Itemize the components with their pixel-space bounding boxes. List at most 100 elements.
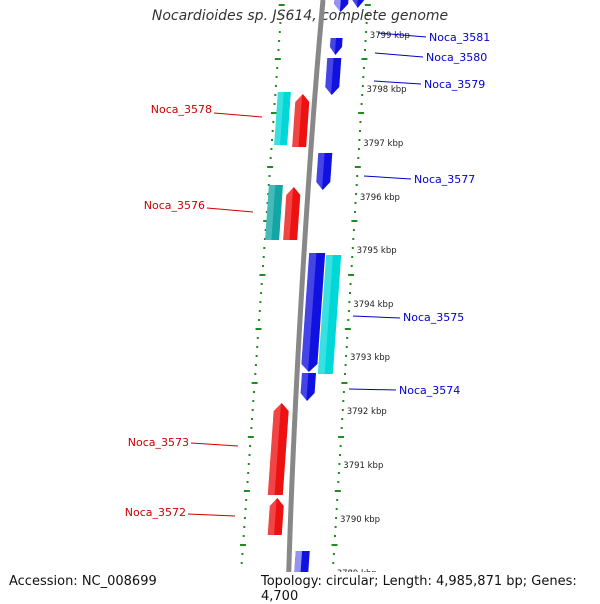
minor-tick: [365, 31, 368, 33]
minor-tick: [358, 139, 361, 141]
gene-label: Noca_3579: [424, 78, 485, 91]
gene-feature-arrow: [267, 403, 289, 495]
minor-tick: [340, 427, 343, 429]
gene-leader-line: [373, 80, 422, 85]
minor-tick: [252, 400, 255, 402]
minor-tick: [354, 202, 357, 204]
major-tick: [243, 490, 250, 492]
minor-tick: [274, 94, 277, 96]
minor-tick: [246, 481, 249, 483]
gene-label: Noca_3580: [426, 51, 487, 64]
gene-label: Noca_3572: [125, 506, 186, 519]
gene-leader-line: [190, 442, 239, 447]
minor-tick: [270, 148, 273, 150]
minor-tick: [347, 310, 350, 312]
minor-tick: [339, 445, 342, 447]
minor-tick: [275, 76, 278, 78]
minor-tick: [277, 49, 280, 51]
major-tick: [348, 274, 355, 276]
minor-tick: [354, 211, 356, 213]
minor-tick: [242, 535, 245, 537]
major-tick: [263, 220, 270, 222]
minor-tick: [251, 418, 253, 420]
minor-tick: [352, 238, 355, 240]
minor-tick: [248, 454, 251, 456]
minor-tick: [240, 562, 243, 564]
major-tick: [247, 436, 254, 438]
scale-label: 3797 kbp: [363, 139, 403, 149]
minor-tick: [346, 337, 349, 339]
minor-tick: [256, 337, 259, 339]
scale-label: 3793 kbp: [350, 353, 390, 363]
gene-feature-arrow: [301, 253, 326, 372]
major-tick: [334, 490, 341, 492]
minor-tick: [254, 364, 257, 366]
minor-tick: [260, 283, 263, 285]
minor-tick: [247, 463, 250, 465]
gene-feature-arrow: [274, 92, 291, 145]
scale-label: 3790 kbp: [340, 515, 380, 525]
map-title: Nocardioides sp. JS614, complete genome: [151, 8, 449, 24]
gene-feature-arrow: [317, 255, 342, 374]
minor-tick: [357, 148, 360, 150]
major-tick: [240, 544, 246, 546]
gene-feature-arrow: [329, 38, 343, 55]
minor-tick: [361, 94, 364, 96]
minor-tick: [271, 139, 273, 141]
major-tick: [267, 166, 274, 168]
minor-tick: [254, 373, 257, 375]
minor-tick: [280, 13, 283, 15]
gene-feature-arrow: [267, 498, 284, 535]
gene-leader-line: [187, 513, 236, 517]
minor-tick: [361, 85, 364, 87]
minor-tick: [335, 508, 338, 510]
minor-tick: [356, 175, 359, 177]
minor-tick: [256, 346, 259, 348]
minor-tick: [269, 157, 272, 159]
minor-tick: [267, 193, 270, 195]
minor-tick: [352, 229, 355, 231]
gene-label: Noca_3577: [414, 173, 475, 186]
gene-leader-line: [348, 388, 397, 391]
minor-tick: [243, 517, 246, 519]
scale-label: 3791 kbp: [343, 461, 383, 471]
gene-leader-line: [213, 112, 263, 118]
gene-label: Noca_3578: [151, 103, 212, 116]
major-tick: [351, 220, 358, 222]
minor-tick: [360, 103, 363, 105]
scale-label: 3792 kbp: [347, 407, 387, 417]
minor-tick: [249, 445, 252, 447]
minor-tick: [337, 472, 340, 474]
gene-label: Noca_3574: [399, 384, 460, 397]
minor-tick: [366, 13, 369, 15]
outer-tick-ring: [240, 4, 285, 564]
minor-tick: [342, 391, 345, 393]
minor-tick: [268, 175, 271, 177]
gene-feature-arrow: [334, 0, 349, 12]
minor-tick: [278, 40, 281, 42]
minor-tick: [357, 157, 360, 159]
gene-label: Noca_3576: [144, 199, 205, 212]
scale-label: 3795 kbp: [357, 246, 397, 256]
minor-tick: [364, 49, 366, 51]
gene-feature-arrow: [300, 373, 317, 401]
minor-tick: [243, 526, 246, 528]
gene-leader-line: [206, 207, 254, 213]
major-tick: [354, 166, 361, 168]
minor-tick: [260, 292, 263, 294]
minor-tick: [264, 229, 267, 231]
minor-tick: [334, 535, 336, 537]
minor-tick: [348, 301, 351, 303]
gene-leader-line: [363, 175, 412, 180]
minor-tick: [351, 247, 354, 249]
minor-tick: [251, 409, 254, 411]
genome-backbone: [285, 0, 326, 600]
minor-tick: [365, 22, 368, 24]
minor-tick: [355, 184, 358, 186]
major-tick: [271, 112, 277, 114]
gene-labels: Noca_3581 Noca_3580 Noca_3579 Noca_3578 Noca…: [125, 31, 491, 519]
minor-tick: [362, 76, 365, 78]
minor-tick: [362, 67, 365, 69]
minor-tick: [347, 319, 350, 321]
gene-label: Noca_3575: [403, 311, 464, 324]
